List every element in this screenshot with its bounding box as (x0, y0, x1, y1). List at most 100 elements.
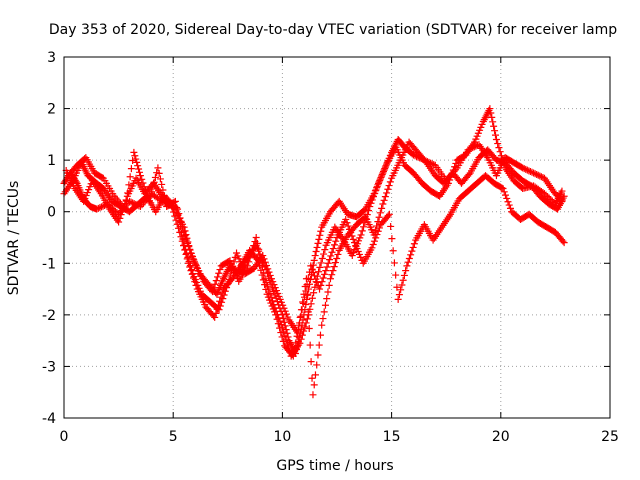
data-point-marker (324, 288, 332, 296)
data-point-marker (372, 186, 380, 194)
data-point-marker (279, 337, 287, 345)
data-point-marker (537, 173, 545, 181)
data-point-marker (276, 295, 284, 303)
data-point-marker (357, 253, 365, 261)
data-point-marker (403, 262, 411, 270)
data-point-marker (310, 381, 318, 389)
data-point-marker (316, 263, 324, 271)
data-point-marker (121, 205, 129, 213)
data-point-marker (487, 109, 495, 117)
data-point-marker (117, 211, 125, 219)
data-point-marker (534, 171, 542, 179)
data-point-marker (451, 163, 459, 171)
data-point-marker (149, 183, 157, 191)
data-point-marker (220, 291, 228, 299)
data-point-marker (194, 281, 202, 289)
data-point-marker (503, 194, 511, 202)
data-point-marker (348, 252, 356, 260)
data-point-marker (211, 313, 219, 321)
data-point-marker (250, 242, 258, 250)
data-point-marker (193, 278, 201, 286)
data-point-marker (196, 287, 204, 295)
x-tick-label: 10 (273, 429, 291, 445)
data-point-marker (328, 248, 336, 256)
data-point-marker (496, 148, 504, 156)
data-point-marker (299, 298, 307, 306)
data-point-marker (368, 244, 376, 252)
data-point-marker (188, 266, 196, 274)
data-point-marker (154, 164, 162, 172)
data-point-marker (322, 267, 330, 275)
data-point-marker (214, 273, 222, 281)
y-tick-label: 0 (47, 205, 56, 221)
data-point-marker (145, 197, 153, 205)
data-point-marker (311, 283, 319, 291)
data-point-marker (136, 172, 144, 180)
data-point-marker (370, 231, 378, 239)
data-point-marker (313, 278, 321, 286)
data-point-marker (383, 189, 391, 197)
data-point-marker (134, 162, 142, 170)
data-point-marker (296, 313, 304, 321)
data-point-marker (317, 227, 325, 235)
data-point-marker (274, 289, 282, 297)
data-point-marker (80, 197, 88, 205)
data-point-marker (328, 271, 336, 279)
data-point-marker (314, 351, 322, 359)
data-point-marker (310, 256, 318, 264)
data-point-marker (323, 263, 331, 271)
data-point-marker (176, 222, 184, 230)
data-point-marker (269, 305, 277, 313)
data-point-marker (262, 285, 270, 293)
data-point-marker (292, 339, 300, 347)
data-point-marker (357, 231, 365, 239)
data-point-marker (501, 191, 509, 199)
data-point-marker (385, 182, 393, 190)
data-point-marker (310, 289, 318, 297)
data-point-marker (333, 254, 341, 262)
data-point-marker (400, 271, 408, 279)
data-point-marker (395, 291, 403, 299)
data-point-marker (143, 190, 151, 198)
data-point-marker (315, 235, 323, 243)
data-point-marker (294, 329, 302, 337)
data-point-marker (150, 178, 158, 186)
data-point-marker (478, 120, 486, 128)
data-point-marker (404, 258, 412, 266)
data-point-marker (373, 222, 381, 230)
data-point-marker (370, 237, 378, 245)
data-point-marker (313, 361, 321, 369)
data-point-marker (170, 208, 178, 216)
data-point-marker (452, 159, 460, 167)
data-point-marker (269, 278, 277, 286)
y-tick-label: -3 (42, 359, 56, 375)
data-point-marker (300, 327, 308, 335)
y-tick-label: -4 (42, 411, 56, 427)
data-point-marker (373, 183, 381, 191)
data-point-marker (212, 309, 220, 317)
data-point-marker (525, 167, 533, 175)
data-point-marker (195, 284, 203, 292)
data-point-marker (545, 194, 553, 202)
data-point-marker (326, 256, 334, 264)
data-point-marker (216, 302, 224, 310)
data-point-marker (261, 258, 269, 266)
data-point-marker (379, 169, 387, 177)
data-point-marker (303, 315, 311, 323)
data-point-marker (210, 284, 218, 292)
data-point-marker (499, 185, 507, 193)
data-point-marker (96, 204, 104, 212)
data-point-marker (523, 166, 531, 174)
data-point-marker (138, 175, 146, 183)
data-point-marker (266, 296, 274, 304)
data-point-marker (372, 234, 380, 242)
data-point-marker (520, 165, 528, 173)
data-point-marker (304, 308, 312, 316)
data-point-marker (178, 229, 186, 237)
data-point-marker (311, 272, 319, 280)
data-point-marker (264, 265, 272, 273)
data-point-marker (547, 196, 555, 204)
data-point-marker (301, 323, 309, 331)
data-point-marker (492, 136, 500, 144)
data-point-marker (216, 266, 224, 274)
